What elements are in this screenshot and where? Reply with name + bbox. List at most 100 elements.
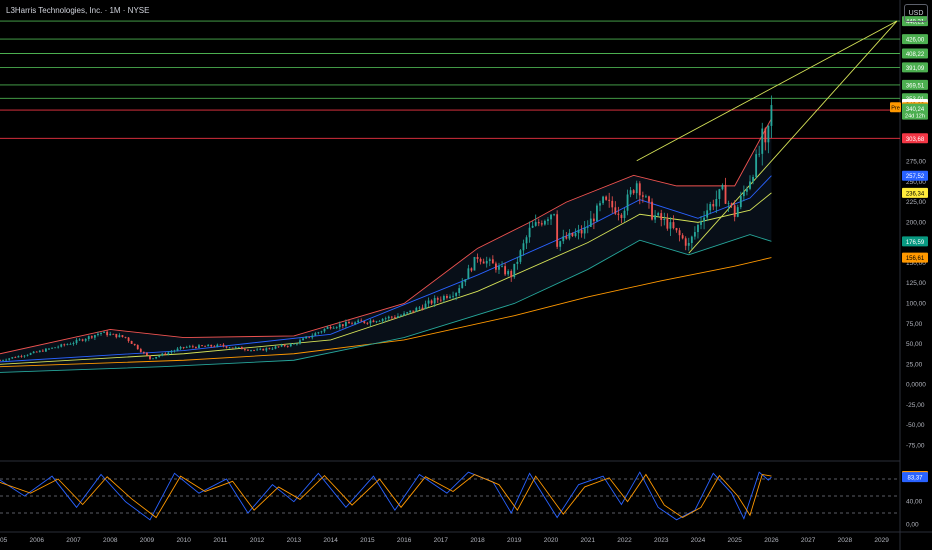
candle-body (657, 213, 660, 216)
candle-body (648, 196, 650, 202)
candle-body (133, 343, 136, 346)
candle-body (369, 320, 372, 324)
candle-body (268, 348, 271, 350)
candle-body (608, 199, 611, 201)
candle-body (93, 335, 96, 338)
candle-body (207, 344, 210, 347)
candle-body (103, 331, 105, 333)
y-tick-label: 125,00 (906, 280, 926, 287)
candle-body (730, 203, 733, 206)
level-price-label: 369,51 (906, 83, 925, 89)
candle-body (752, 176, 754, 182)
candle-body (390, 316, 393, 318)
candle-body (213, 346, 216, 348)
candle-body (412, 310, 415, 312)
candle-body (442, 296, 445, 300)
candle-body (749, 181, 751, 189)
x-tick-label: 2012 (250, 537, 265, 544)
candle-body (724, 184, 727, 204)
candle-body (204, 345, 207, 347)
level-price-label: 448,21 (906, 20, 925, 26)
candle-body (146, 352, 148, 356)
x-tick-label: 2008 (103, 537, 118, 544)
candle-body (651, 201, 653, 220)
candle-body (635, 183, 638, 194)
candle-body (393, 317, 396, 318)
y-tick-label: 40,00 (906, 499, 923, 506)
candle-body (124, 336, 127, 338)
candle-body (614, 207, 617, 214)
candle-body (510, 271, 513, 278)
candle-body (305, 336, 308, 339)
candle-body (519, 250, 522, 262)
candle-body (173, 350, 176, 352)
candle-body (219, 344, 222, 346)
candle-body (106, 331, 109, 336)
indicator-line (0, 192, 772, 365)
x-tick-label: 2011 (213, 537, 227, 544)
candle-body (381, 319, 384, 321)
candle-body (629, 190, 632, 195)
y-tick-label: 225,00 (906, 199, 926, 206)
price-label: 156,61 (906, 256, 925, 262)
candle-body (78, 339, 81, 341)
candle-body (121, 335, 124, 337)
level-price-label-box (902, 34, 928, 45)
currency-button[interactable]: USD (904, 4, 928, 22)
candle-body (191, 346, 194, 348)
candle-body (421, 307, 424, 309)
level-price-label: 408,22 (906, 52, 925, 58)
candle-body (351, 323, 353, 325)
candle-body (562, 236, 565, 242)
candle-body (755, 154, 758, 177)
candle-body (5, 359, 8, 361)
candle-body (366, 322, 369, 324)
candle-body (592, 218, 595, 222)
candle-body (770, 105, 773, 126)
candle-body (583, 227, 586, 234)
candle-body (461, 282, 464, 289)
candle-body (559, 241, 562, 247)
candle-body (718, 189, 721, 199)
x-tick-label: 2024 (691, 537, 706, 544)
y-tick-label: 275,00 (906, 159, 926, 166)
candle-body (550, 214, 552, 220)
candle-body (259, 348, 262, 350)
candle-body (54, 347, 57, 349)
price-label: 340,24 (906, 107, 925, 113)
oscillator-label-box (902, 472, 928, 483)
candle-body (501, 266, 503, 267)
candle-body (617, 213, 620, 215)
candle-body (709, 204, 712, 211)
candle-body (289, 343, 292, 347)
candle-body (525, 237, 528, 244)
level-price-label: 303,68 (906, 137, 925, 143)
candle-body (97, 333, 99, 336)
candle-body (531, 225, 534, 228)
candle-body (29, 353, 32, 355)
candle-body (60, 344, 63, 347)
y-tick-label: 200,00 (906, 219, 926, 226)
price-label: 176,59 (906, 240, 925, 246)
candle-body (237, 347, 240, 348)
candle-body (733, 205, 736, 217)
x-tick-label: 2009 (140, 537, 155, 544)
candle-body (363, 321, 366, 323)
candle-body (292, 343, 295, 345)
candle-body (100, 332, 102, 334)
candle-body (672, 222, 675, 229)
x-tick-label: 2017 (434, 537, 449, 544)
x-tick-label: 2020 (544, 537, 559, 544)
candle-body (605, 196, 608, 200)
candle-body (427, 300, 430, 304)
candle-body (700, 221, 702, 225)
candle-body (378, 320, 381, 322)
x-tick-label: 2006 (30, 537, 45, 544)
candle-body (63, 344, 66, 346)
candle-body (170, 351, 173, 353)
candle-body (485, 260, 488, 264)
candle-body (164, 353, 167, 355)
candle-body (654, 215, 657, 220)
candle-body (240, 347, 243, 350)
